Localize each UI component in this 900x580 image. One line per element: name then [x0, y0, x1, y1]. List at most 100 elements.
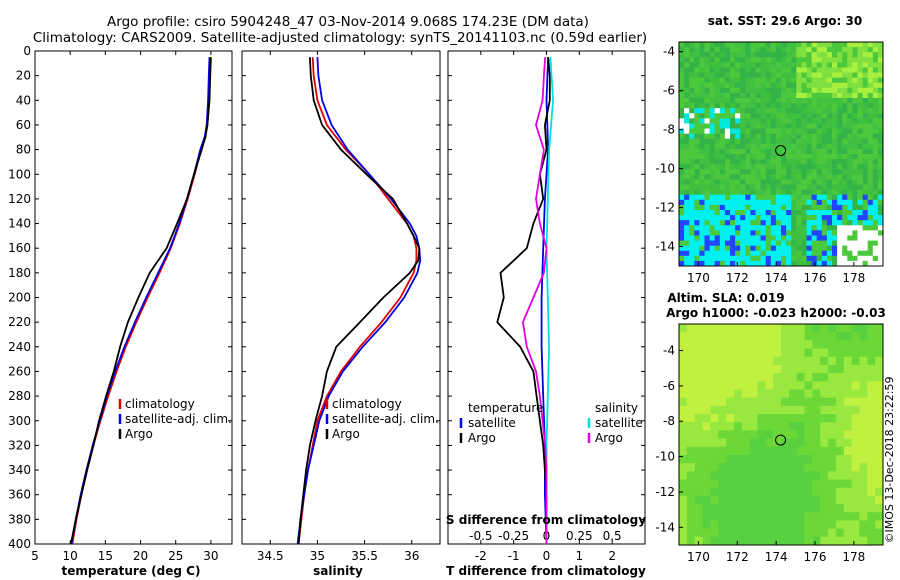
m2-cell: [781, 348, 790, 358]
m1-cell: [837, 194, 843, 201]
m1-cell: [714, 77, 721, 84]
m2-cell: [710, 389, 719, 399]
m1-cell: [877, 133, 884, 140]
m1-cell: [760, 98, 767, 104]
m2-cell: [828, 471, 837, 480]
m2-cell: [686, 512, 696, 521]
m2-cell: [859, 454, 868, 464]
m1-cell: [719, 103, 726, 109]
m1-cell: [735, 164, 741, 170]
m1-cell: [791, 215, 797, 221]
m2-cell: [679, 446, 688, 456]
m2-cell: [718, 520, 727, 530]
m1-cell: [694, 113, 700, 119]
m1-cell: [826, 210, 833, 216]
m2-cell: [726, 536, 735, 546]
m1-cell: [791, 42, 797, 48]
m1-cell: [735, 92, 741, 99]
m1-cell: [832, 138, 838, 145]
m1-cell: [811, 179, 818, 185]
m2-cell: [765, 381, 774, 390]
m1-cell: [791, 260, 797, 267]
m2-cell: [757, 528, 766, 538]
depth-tick-label: 240: [8, 340, 31, 354]
m2-cell: [679, 348, 688, 358]
m1-cell: [694, 52, 700, 58]
m1-cell: [801, 133, 807, 140]
m1-cell: [689, 255, 695, 262]
m1-cell: [842, 77, 848, 84]
m1-cell: [735, 82, 741, 89]
m2-cell: [765, 471, 774, 480]
m1-cell: [816, 133, 823, 140]
m1-cell: [821, 133, 828, 140]
m2-cell: [679, 405, 688, 415]
m1-cell: [842, 260, 848, 267]
m1-cell: [775, 103, 782, 109]
m2-cell: [788, 487, 798, 497]
m2-cell: [749, 348, 758, 358]
m1-cell: [801, 230, 807, 236]
m2-cell: [875, 332, 884, 341]
m2-cell: [757, 381, 766, 390]
m2-cell: [694, 364, 703, 374]
m1-cell: [755, 154, 761, 160]
m1-cell: [745, 179, 751, 185]
m2-cell: [835, 438, 845, 448]
m1-cell: [730, 82, 736, 89]
m2-cell: [828, 373, 837, 382]
m2-cell: [781, 356, 790, 366]
m2-cell: [741, 520, 751, 530]
m1-xtick-label: 170: [687, 271, 710, 285]
m2-cell: [686, 348, 696, 358]
m2-cell: [867, 463, 876, 472]
m1-cell: [709, 184, 716, 191]
m1-cell: [852, 118, 858, 124]
m2-cell: [812, 340, 821, 349]
m1-cell: [877, 123, 884, 129]
m1-cell: [786, 194, 792, 201]
m1-cell: [714, 143, 721, 150]
m2-cell: [702, 520, 711, 530]
m1-cell: [847, 204, 853, 211]
m2-cell: [812, 414, 821, 423]
m2-cell: [710, 438, 719, 448]
m2-cell: [710, 364, 719, 374]
m2-cell: [788, 528, 798, 538]
m2-cell: [796, 454, 805, 464]
m1-cell: [760, 204, 767, 211]
m2-cell: [679, 438, 688, 448]
m1-cell: [740, 154, 746, 160]
m1-cell: [694, 108, 700, 114]
m1-cell: [740, 118, 746, 124]
m1-cell: [857, 240, 863, 247]
m1-cell: [842, 169, 848, 175]
m2-cell: [796, 332, 805, 341]
m1-cell: [837, 210, 843, 216]
m1-cell: [689, 174, 695, 180]
m1-cell: [714, 103, 721, 109]
m1-cell: [745, 215, 751, 221]
m2-cell: [773, 454, 782, 464]
m1-cell: [821, 154, 828, 160]
m1-cell: [832, 220, 838, 226]
m1-cell: [791, 169, 797, 175]
m2-cell: [851, 471, 860, 480]
m1-cell: [719, 82, 726, 89]
m1-cell: [872, 67, 879, 73]
m1-cell: [852, 159, 858, 165]
m1-cell: [852, 113, 858, 119]
m1-cell: [811, 245, 818, 252]
m1-cell: [750, 92, 756, 99]
m2-cell: [686, 389, 696, 399]
m2-cell: [875, 340, 884, 349]
m2-cell: [804, 528, 813, 538]
m2-cell: [749, 422, 758, 431]
m1-cell: [877, 230, 884, 236]
m1-cell: [877, 194, 884, 201]
m1-cell: [811, 87, 818, 94]
m1-cell: [679, 194, 685, 201]
m1-cell: [842, 245, 848, 252]
m1-cell: [791, 159, 797, 165]
m2-cell: [765, 495, 774, 505]
